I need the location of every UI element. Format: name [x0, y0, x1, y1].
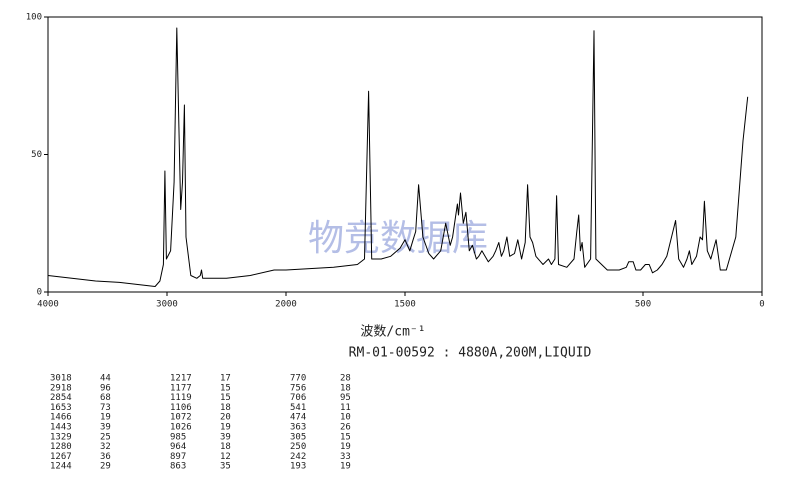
y-tick-label: 0 [37, 288, 42, 298]
peak-intensity: 15 [220, 383, 231, 393]
peak-intensity: 32 [100, 442, 111, 452]
peak-wavenumber: 541 [290, 403, 306, 413]
peak-intensity: 15 [220, 393, 231, 403]
peak-wavenumber: 897 [170, 452, 186, 462]
peak-wavenumber: 1443 [50, 423, 72, 433]
x-tick-label: 4000 [37, 300, 59, 310]
peak-wavenumber: 770 [290, 374, 306, 384]
y-tick-label: 50 [31, 150, 42, 160]
peak-intensity: 19 [340, 442, 351, 452]
peak-intensity: 33 [340, 452, 351, 462]
spectrum-line [47, 27, 749, 287]
peak-intensity: 19 [220, 423, 231, 433]
peak-intensity: 18 [220, 442, 231, 452]
peak-wavenumber: 1072 [170, 413, 192, 423]
peak-wavenumber: 1244 [50, 462, 72, 472]
peak-intensity: 95 [340, 393, 351, 403]
peak-intensity: 11 [340, 403, 351, 413]
peak-wavenumber: 1026 [170, 423, 192, 433]
subtitle: RM-01-00592 : 4880A,200M,LIQUID [349, 346, 592, 361]
x-tick-label: 500 [635, 300, 651, 310]
peak-intensity: 28 [340, 374, 351, 384]
peak-wavenumber: 1217 [170, 374, 192, 384]
x-tick-label: 0 [759, 300, 764, 310]
peak-wavenumber: 2854 [50, 393, 72, 403]
peak-intensity: 39 [100, 423, 111, 433]
peak-wavenumber: 2918 [50, 383, 72, 393]
peak-wavenumber: 1280 [50, 442, 72, 452]
peak-intensity: 73 [100, 403, 111, 413]
peak-wavenumber: 250 [290, 442, 306, 452]
peak-intensity: 19 [340, 462, 351, 472]
peak-wavenumber: 1653 [50, 403, 72, 413]
peak-wavenumber: 242 [290, 452, 306, 462]
peak-intensity: 44 [100, 374, 111, 384]
peak-intensity: 20 [220, 413, 231, 423]
peak-intensity: 18 [340, 383, 351, 393]
peak-wavenumber: 1466 [50, 413, 72, 423]
peak-intensity: 68 [100, 393, 111, 403]
peak-wavenumber: 1267 [50, 452, 72, 462]
x-tick-label: 2000 [275, 300, 297, 310]
peak-intensity: 18 [220, 403, 231, 413]
peak-intensity: 39 [220, 432, 231, 442]
peak-wavenumber: 756 [290, 383, 306, 393]
peak-intensity: 29 [100, 462, 111, 472]
peak-wavenumber: 706 [290, 393, 306, 403]
peak-intensity: 35 [220, 462, 231, 472]
y-tick-label: 100 [26, 13, 42, 23]
peak-wavenumber: 1106 [170, 403, 192, 413]
peak-intensity: 17 [220, 374, 231, 384]
peak-wavenumber: 305 [290, 432, 306, 442]
peak-intensity: 96 [100, 383, 111, 393]
peak-intensity: 12 [220, 452, 231, 462]
x-tick-label: 1500 [394, 300, 416, 310]
peak-wavenumber: 1119 [170, 393, 192, 403]
peak-wavenumber: 1177 [170, 383, 192, 393]
peak-wavenumber: 863 [170, 462, 186, 472]
x-axis-label: 波数/cm⁻¹ [360, 325, 425, 340]
peak-wavenumber: 474 [290, 413, 306, 423]
peak-wavenumber: 1329 [50, 432, 72, 442]
peak-intensity: 26 [340, 423, 351, 433]
peak-intensity: 25 [100, 432, 111, 442]
peak-intensity: 10 [340, 413, 351, 423]
peak-wavenumber: 363 [290, 423, 306, 433]
x-tick-label: 3000 [156, 300, 178, 310]
peak-wavenumber: 964 [170, 442, 186, 452]
peak-intensity: 15 [340, 432, 351, 442]
peak-wavenumber: 3018 [50, 374, 72, 384]
peak-wavenumber: 193 [290, 462, 306, 472]
peak-wavenumber: 985 [170, 432, 186, 442]
watermark: 物竞数据库 [308, 218, 488, 259]
peak-intensity: 19 [100, 413, 111, 423]
peak-intensity: 36 [100, 452, 111, 462]
